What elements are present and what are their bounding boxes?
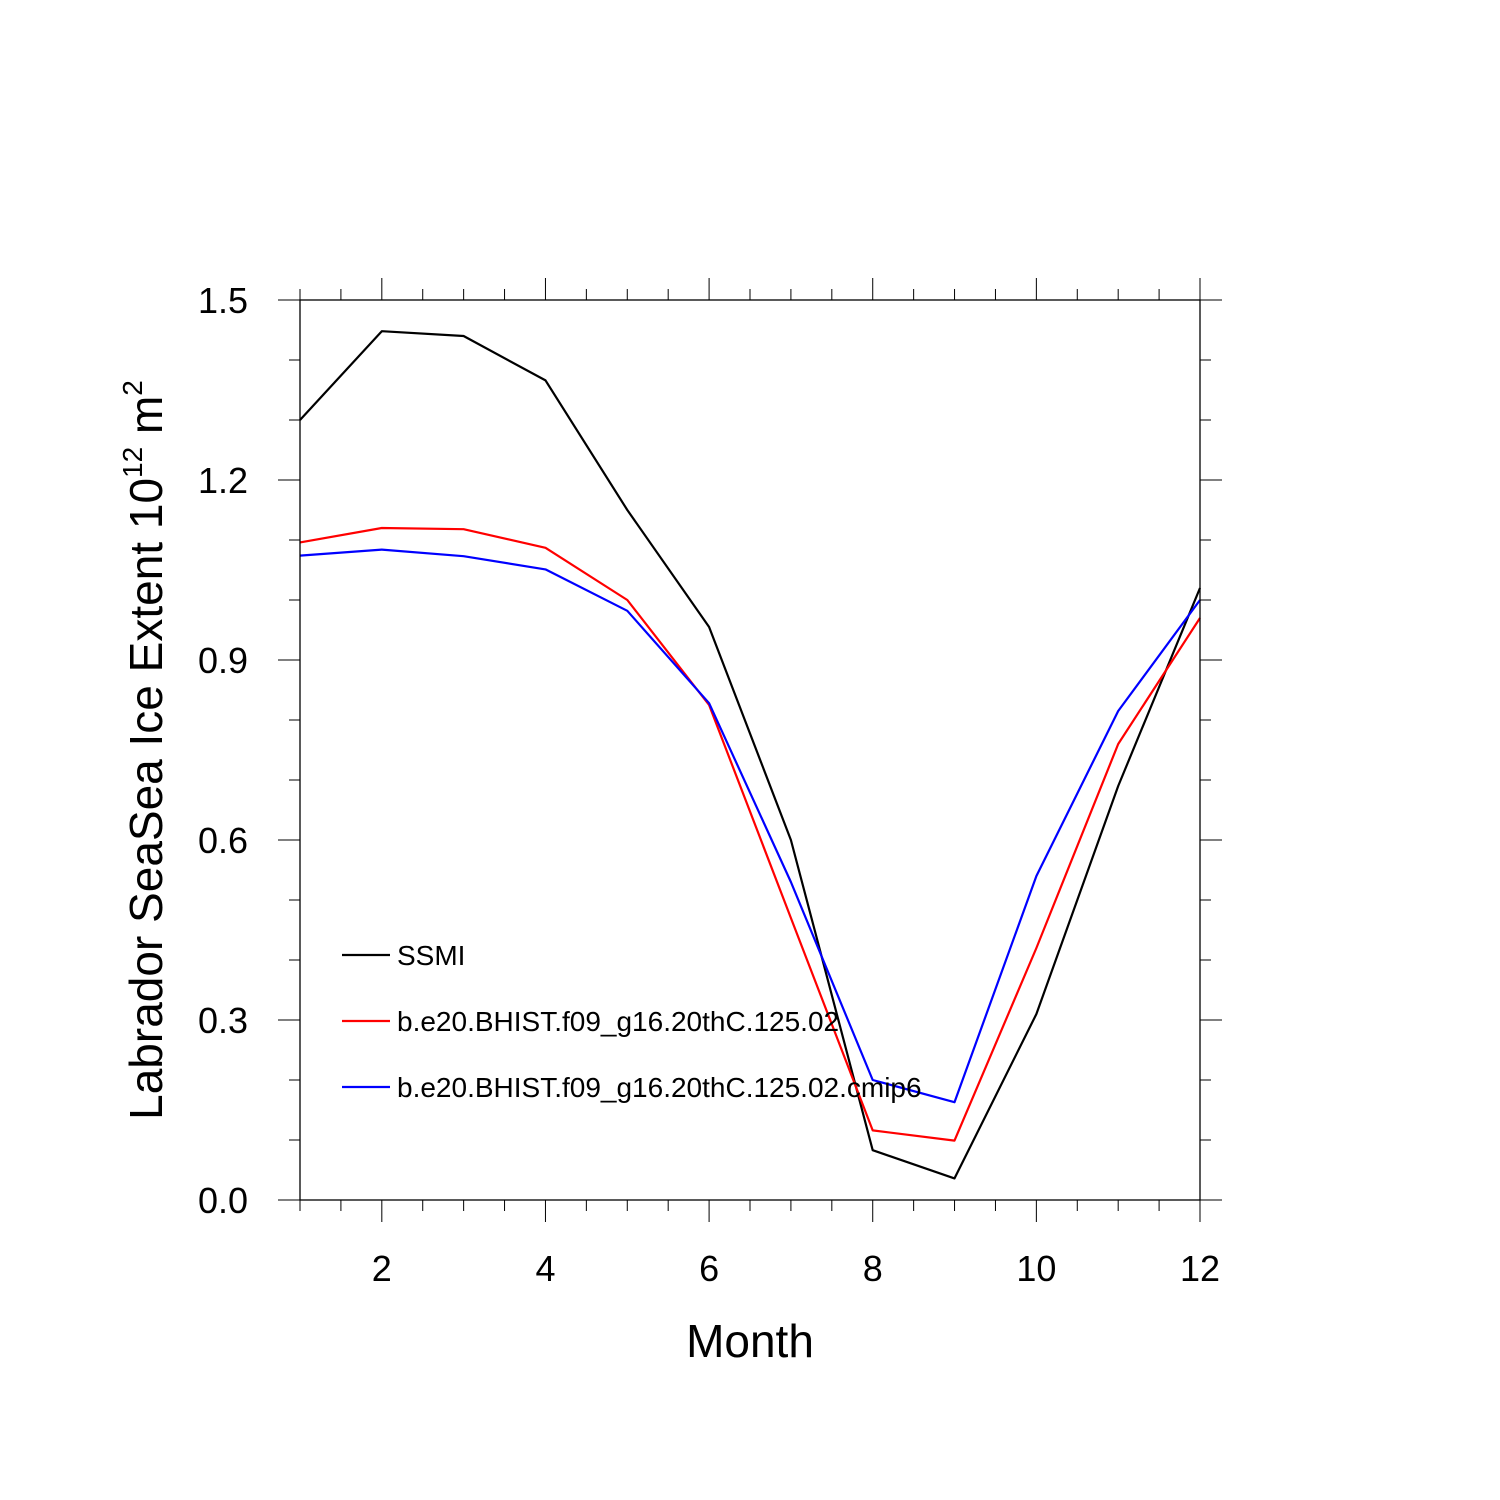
y-tick-label: 0.6 — [198, 820, 248, 861]
legend-label: b.e20.BHIST.f09_g16.20thC.125.02 — [397, 1006, 839, 1037]
x-axis-title: Month — [686, 1315, 814, 1367]
y-tick-label: 0.9 — [198, 640, 248, 681]
y-axis-title-unit-exponent: 2 — [117, 380, 148, 396]
x-tick-labels: 2 4 6 8 10 12 — [372, 1248, 1220, 1289]
y-tick-label: 1.2 — [198, 460, 248, 501]
y-tick-label: 1.5 — [198, 280, 248, 321]
y-axis-title: Labrador SeaSea Ice Extent 1012 m2 — [117, 380, 172, 1120]
y-axis-title-main: Labrador SeaSea Ice Extent 10 — [120, 478, 172, 1120]
x-tick-label: 2 — [372, 1248, 392, 1289]
legend-label: SSMI — [397, 940, 465, 971]
series-line-3 — [299, 548, 1201, 1104]
x-tick-label: 6 — [699, 1248, 719, 1289]
x-tick-label: 12 — [1180, 1248, 1220, 1289]
series-lines — [299, 330, 1202, 1180]
y-axis-title-exponent: 12 — [117, 447, 148, 478]
legend: SSMI b.e20.BHIST.f09_g16.20thC.125.02 b.e2… — [342, 940, 922, 1103]
plot-frame — [299, 299, 1201, 1201]
x-tick-label: 10 — [1016, 1248, 1056, 1289]
y-axis-title-unit: m — [120, 396, 172, 447]
legend-label: b.e20.BHIST.f09_g16.20thC.125.02.cmip6 — [397, 1072, 922, 1103]
series-line-2 — [299, 526, 1201, 1142]
series-line-1 — [299, 330, 1202, 1180]
x-tick-label: 8 — [863, 1248, 883, 1289]
y-tick-labels: 0.0 0.3 0.6 0.9 1.2 1.5 — [198, 280, 248, 1221]
y-tick-label: 0.3 — [198, 1000, 248, 1041]
y-tick-label: 0.0 — [198, 1180, 248, 1221]
tick-marks — [278, 278, 1222, 1222]
x-tick-label: 4 — [535, 1248, 555, 1289]
